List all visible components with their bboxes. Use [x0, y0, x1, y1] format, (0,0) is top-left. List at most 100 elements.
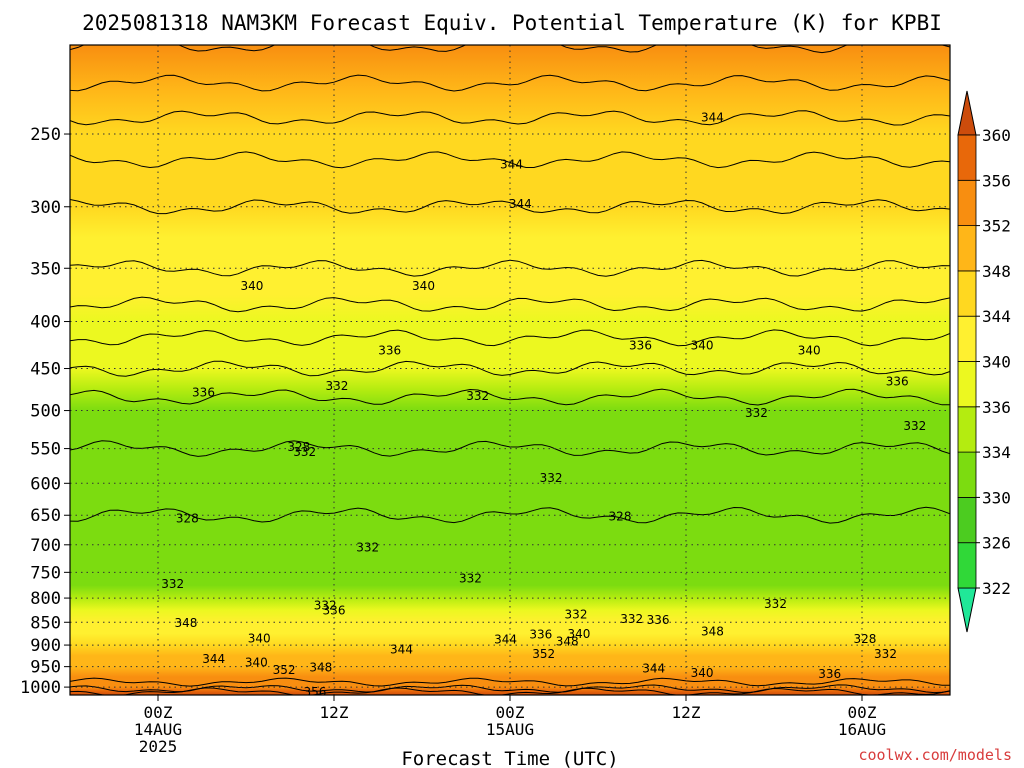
contour-line-358	[70, 687, 950, 695]
colorbar-label: 322	[982, 579, 1011, 598]
colorbar-segment	[957, 315, 977, 362]
contour-label: 356	[303, 685, 326, 699]
contour-label: 332	[540, 471, 563, 485]
credit-text: coolwx.com/models	[858, 746, 1012, 764]
y-tick-label: 450	[30, 360, 61, 380]
contour-label: 332	[356, 541, 379, 555]
colorbar-label: 348	[982, 262, 1011, 281]
contour-label: 348	[174, 616, 197, 630]
y-tick-label: 250	[30, 125, 61, 145]
contour-label: 332	[764, 597, 787, 611]
y-tick-label: 500	[30, 402, 61, 422]
y-tick-label: 300	[30, 198, 61, 218]
contour-label: 352	[273, 663, 296, 677]
contour-label: 344	[500, 158, 523, 172]
y-tick-label: 850	[30, 613, 61, 633]
contour-label: 340	[412, 279, 435, 293]
contour-label: 336	[886, 375, 909, 389]
colorbar-label: 344	[982, 307, 1011, 326]
colorbar-segment	[957, 496, 977, 544]
x-tick-label: 00Z	[848, 703, 877, 722]
contour-line-336	[70, 360, 950, 377]
colorbar-label: 334	[982, 443, 1011, 462]
colorbar-label: 336	[982, 398, 1011, 417]
contour-label: 336	[192, 386, 215, 400]
contour-label: 332	[620, 612, 643, 626]
contour-label: 348	[701, 625, 724, 639]
contour-label: 328	[287, 440, 310, 454]
contour-label: 344	[701, 111, 724, 125]
chart-title: 2025081318 NAM3KM Forecast Equiv. Potent…	[82, 11, 942, 35]
y-tick-label: 650	[30, 506, 61, 526]
colorbar-label: 356	[982, 171, 1011, 190]
contour-label: 352	[532, 647, 555, 661]
contour-label: 336	[629, 339, 652, 353]
contour-label: 348	[556, 635, 579, 649]
contour-line-346	[70, 151, 950, 169]
colorbar-segment	[957, 361, 977, 408]
colorbar-label: 330	[982, 488, 1011, 507]
colorbar-segment	[957, 225, 977, 272]
contour-line-354	[70, 677, 950, 687]
contour-label: 328	[609, 510, 632, 524]
y-axis: 250 300 350 400 450 500 550 600 650 700 750 800 850 9…	[20, 125, 70, 698]
colorbar-label: 326	[982, 534, 1011, 553]
colorbar-label: 352	[982, 217, 1011, 236]
contour-line-340	[70, 296, 950, 313]
contour-label: 332	[466, 389, 489, 403]
contour-line-334	[70, 388, 950, 406]
contour-label: 332	[565, 608, 588, 622]
x-tick-label: 14AUG	[134, 720, 182, 739]
contour-label: 340	[798, 343, 821, 357]
contour-label: 332	[293, 445, 316, 459]
grid-lines	[70, 45, 950, 695]
contour-label: 328	[853, 632, 876, 646]
contour-label: 344	[202, 652, 225, 666]
y-tick-label: 400	[30, 313, 61, 333]
contour-label: 332	[745, 406, 768, 420]
colorbar-label: 360	[982, 126, 1011, 145]
contour-line-344	[70, 199, 950, 215]
contour-line-356	[70, 684, 950, 694]
colorbar: 322 326 330 334 336 340 344 348 352 356 360	[957, 90, 1011, 633]
colorbar-extend-high	[957, 90, 977, 136]
contour-label: 340	[240, 279, 263, 293]
y-tick-label: 350	[30, 259, 61, 279]
colorbar-segment	[957, 542, 977, 589]
contour-label: 336	[647, 613, 670, 627]
x-tick-label: 15AUG	[486, 720, 534, 739]
y-tick-label: 1000	[20, 678, 61, 698]
y-tick-label: 700	[30, 536, 61, 556]
contour-line-352	[70, 45, 950, 54]
y-tick-label: 950	[30, 658, 61, 678]
contour-label: 340	[245, 655, 268, 669]
contour-label: 344	[494, 633, 517, 647]
contour-label: 332	[459, 572, 482, 586]
x-tick-label: 16AUG	[838, 720, 886, 739]
x-axis-label: Forecast Time (UTC)	[401, 748, 618, 768]
colorbar-segment	[957, 134, 977, 181]
contour-label: 336	[378, 343, 401, 357]
y-tick-label: 800	[30, 589, 61, 609]
y-tick-label: 550	[30, 440, 61, 460]
contour-label: 328	[176, 511, 199, 525]
contour-label: 340	[567, 627, 590, 641]
contour-label: 344	[642, 662, 665, 676]
y-tick-label: 750	[30, 563, 61, 583]
colorbar-segment	[957, 451, 977, 498]
contour-label: 336	[323, 603, 346, 617]
y-tick-label: 600	[30, 474, 61, 494]
x-tick-label: 00Z	[144, 703, 173, 722]
contour-label: 340	[248, 631, 271, 645]
contour-label: 332	[874, 647, 897, 661]
x-tick-label: 12Z	[672, 703, 701, 722]
x-tick-label: 12Z	[320, 703, 349, 722]
contour-label: 332	[903, 419, 926, 433]
contour-label: 336	[818, 667, 841, 681]
contour-label: 332	[161, 577, 184, 591]
colorbar-label: 340	[982, 353, 1011, 372]
colorbar-segment	[957, 179, 977, 227]
